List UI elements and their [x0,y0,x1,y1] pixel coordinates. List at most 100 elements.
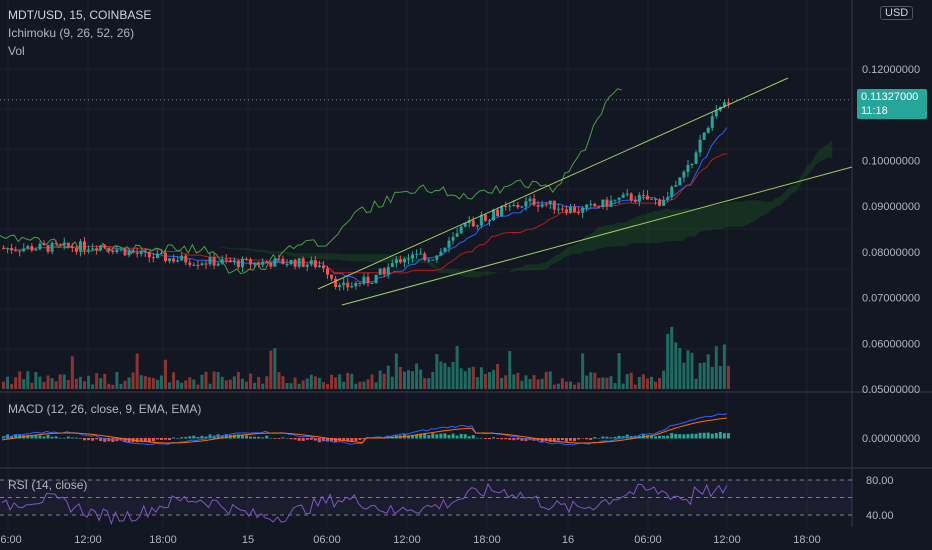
volume-bar [111,384,115,389]
candle-body [216,263,220,266]
volume-bar [188,377,192,389]
macd-histogram-bar [301,438,305,441]
candle-body [281,258,285,265]
macd-histogram-bar [257,436,261,439]
candle-body [135,252,139,254]
macd-histogram-bar [135,438,139,443]
macd-histogram-bar [645,435,649,439]
volume-bar [625,373,629,389]
volume-bar [330,374,334,389]
volume-legend[interactable]: Vol [8,44,25,58]
macd-histogram-bar [686,434,690,439]
macd-histogram-bar [362,438,366,440]
chart-grid [0,0,932,527]
macd-histogram-bar [342,438,346,441]
macd-histogram-bar [54,436,58,439]
volume-bar [95,373,99,389]
candle-body [245,258,248,260]
candle-body [706,127,710,133]
volume-bars [2,326,730,389]
macd-histogram-bar [516,438,520,440]
macd-pane [1,413,730,446]
currency-selector[interactable]: USD [880,6,914,20]
macd-histogram-bar [654,436,658,439]
volume-bar [26,371,30,389]
candle-body [366,276,370,284]
volume-bar [224,380,228,389]
macd-histogram-bar [589,438,593,440]
candle-body [321,265,325,269]
macd-histogram-bar [512,438,516,441]
candle-body [14,250,18,252]
volume-bar [172,372,176,389]
candle-body [617,197,621,200]
macd-histogram-bar [650,435,653,439]
volume-bar [317,378,321,389]
volume-bar [577,382,581,389]
macd-histogram-bar [309,438,313,440]
volume-bar [91,384,95,389]
volume-bar [569,381,572,389]
macd-histogram-bar [532,438,536,441]
macd-histogram-bar [427,435,431,439]
candle-body [394,259,398,264]
candle-body [334,278,338,287]
candle-body [253,262,257,265]
volume-bar [629,372,633,389]
macd-histogram-bar [573,438,577,442]
candle-body [496,209,500,217]
candle-body [297,258,301,267]
symbol-title[interactable]: MDT/USD, 15, COINBASE [8,8,152,22]
volume-bar [690,352,694,389]
volume-bar [200,374,204,389]
volume-bar [135,353,139,389]
candle-body [155,253,159,259]
candle-body [500,206,504,217]
macd-histogram-bar [581,438,585,439]
rsi-pane [0,479,852,526]
candle-body [22,248,26,252]
trend-channel [317,77,853,306]
volume-bar [398,367,402,389]
macd-legend[interactable]: MACD (12, 26, close, 9, EMA, EMA) [8,402,202,416]
rsi-legend[interactable]: RSI (14, close) [8,478,88,492]
macd-histogram-bar [714,432,718,439]
macd-histogram-bar [285,437,289,439]
candle-body [123,248,127,256]
volume-bar [103,373,107,389]
volume-bar [99,378,103,389]
candle-body [447,240,451,248]
volume-bar [621,383,625,389]
volume-bar [74,378,78,389]
candle-body [277,258,281,260]
volume-bar [439,361,443,389]
volume-bar [382,373,386,389]
macd-histogram-bar [62,437,66,439]
chikou-span-line [0,88,622,275]
candle-body [74,248,78,252]
volume-bar [228,379,232,389]
volume-bar [321,382,325,389]
candle-body [370,283,374,285]
volume-bar [593,372,597,389]
macd-histogram-bar [200,435,204,439]
volume-bar [240,378,244,389]
volume-bar [87,375,91,389]
candle-body [694,152,698,164]
macd-histogram-bar [605,436,609,439]
ichimoku-legend[interactable]: Ichimoku (9, 26, 52, 26) [8,26,135,40]
volume-bar [722,344,726,389]
candle-body [358,282,362,284]
candle-body [564,209,568,213]
volume-bar [289,383,293,389]
volume-bar [455,345,459,389]
volume-bar [362,381,366,389]
volume-bar [714,346,718,389]
candlesticks [2,98,730,292]
candle-body [483,214,487,221]
volume-bar [726,365,730,389]
volume-bar [180,382,184,389]
candle-body [192,264,196,266]
volume-bar [544,371,548,389]
